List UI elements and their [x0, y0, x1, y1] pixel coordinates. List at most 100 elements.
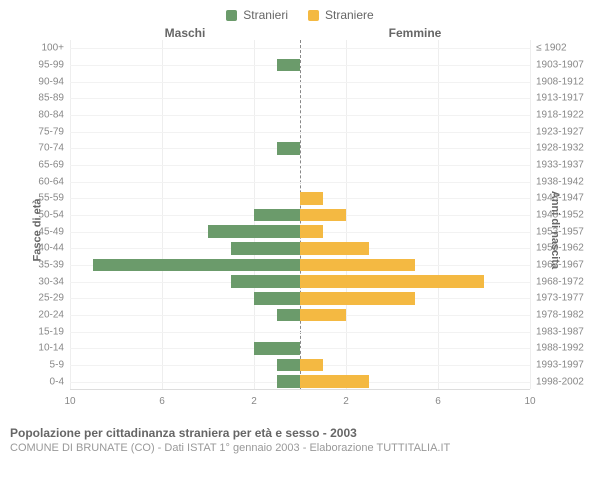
x-tick: 6 — [435, 396, 441, 407]
legend-item-female: Straniere — [308, 8, 374, 22]
birth-year-label: 1943-1947 — [530, 193, 584, 204]
x-tick: 2 — [343, 396, 349, 407]
bar-female — [300, 242, 369, 255]
age-label: 15-19 — [38, 326, 70, 337]
age-row: 0-41998-2002 — [70, 373, 530, 390]
row-gridline — [70, 132, 530, 133]
legend-swatch-female — [308, 10, 319, 21]
age-row: 70-741928-1932 — [70, 140, 530, 157]
age-row: 80-841918-1922 — [70, 107, 530, 124]
x-tick: 2 — [251, 396, 257, 407]
row-gridline — [70, 82, 530, 83]
age-label: 40-44 — [38, 243, 70, 254]
age-label: 55-59 — [38, 193, 70, 204]
age-label: 30-34 — [38, 276, 70, 287]
bar-female — [300, 259, 415, 272]
age-label: 10-14 — [38, 343, 70, 354]
header-male: Maschi — [70, 26, 300, 40]
age-row: 25-291973-1977 — [70, 290, 530, 307]
bar-male — [277, 142, 300, 155]
age-label: 70-74 — [38, 143, 70, 154]
age-label: 100+ — [41, 43, 70, 54]
age-row: 35-391963-1967 — [70, 257, 530, 274]
age-label: 45-49 — [38, 226, 70, 237]
x-tick: 10 — [524, 396, 535, 407]
row-gridline — [70, 165, 530, 166]
birth-year-label: 1903-1907 — [530, 59, 584, 70]
birth-year-label: 1938-1942 — [530, 176, 584, 187]
bar-male — [208, 225, 300, 238]
age-row: 40-441958-1962 — [70, 240, 530, 257]
plot: 10106622100+≤ 190295-991903-190790-94190… — [70, 40, 530, 390]
birth-year-label: 1993-1997 — [530, 359, 584, 370]
bar-male — [277, 375, 300, 388]
birth-year-label: 1988-1992 — [530, 343, 584, 354]
chart-area: Fasce di età Anni di nascita 10106622100… — [0, 40, 600, 420]
column-headers: Maschi Femmine — [0, 26, 600, 40]
age-label: 85-89 — [38, 93, 70, 104]
row-gridline — [70, 148, 530, 149]
row-gridline — [70, 348, 530, 349]
bar-male — [231, 275, 300, 288]
bar-female — [300, 275, 484, 288]
birth-year-label: 1973-1977 — [530, 293, 584, 304]
bar-female — [300, 309, 346, 322]
age-label: 65-69 — [38, 159, 70, 170]
bar-female — [300, 375, 369, 388]
legend-swatch-male — [226, 10, 237, 21]
legend-item-male: Stranieri — [226, 8, 288, 22]
age-row: 30-341968-1972 — [70, 273, 530, 290]
age-label: 20-24 — [38, 309, 70, 320]
age-label: 35-39 — [38, 259, 70, 270]
bar-female — [300, 359, 323, 372]
birth-year-label: 1953-1957 — [530, 226, 584, 237]
legend-label-male: Stranieri — [243, 8, 288, 22]
bar-male — [277, 59, 300, 72]
age-row: 20-241978-1982 — [70, 307, 530, 324]
birth-year-label: 1923-1927 — [530, 126, 584, 137]
header-female: Femmine — [300, 26, 530, 40]
row-gridline — [70, 65, 530, 66]
birth-year-label: 1968-1972 — [530, 276, 584, 287]
birth-year-label: 1908-1912 — [530, 76, 584, 87]
age-label: 80-84 — [38, 109, 70, 120]
age-row: 45-491953-1957 — [70, 223, 530, 240]
row-gridline — [70, 182, 530, 183]
age-row: 100+≤ 1902 — [70, 40, 530, 57]
bar-female — [300, 192, 323, 205]
age-label: 5-9 — [50, 359, 70, 370]
bar-female — [300, 209, 346, 222]
age-row: 55-591943-1947 — [70, 190, 530, 207]
age-label: 90-94 — [38, 76, 70, 87]
birth-year-label: 1983-1987 — [530, 326, 584, 337]
birth-year-label: 1958-1962 — [530, 243, 584, 254]
age-row: 85-891913-1917 — [70, 90, 530, 107]
row-gridline — [70, 332, 530, 333]
bar-female — [300, 292, 415, 305]
birth-year-label: ≤ 1902 — [530, 43, 567, 54]
birth-year-label: 1978-1982 — [530, 309, 584, 320]
age-row: 10-141988-1992 — [70, 340, 530, 357]
legend: Stranieri Straniere — [0, 0, 600, 26]
age-label: 75-79 — [38, 126, 70, 137]
x-tick: 10 — [64, 396, 75, 407]
birth-year-label: 1933-1937 — [530, 159, 584, 170]
row-gridline — [70, 115, 530, 116]
age-label: 0-4 — [50, 376, 70, 387]
bar-female — [300, 225, 323, 238]
bar-male — [277, 309, 300, 322]
age-row: 50-541948-1952 — [70, 207, 530, 224]
age-row: 65-691933-1937 — [70, 157, 530, 174]
birth-year-label: 1913-1917 — [530, 93, 584, 104]
birth-year-label: 1963-1967 — [530, 259, 584, 270]
row-gridline — [70, 48, 530, 49]
age-row: 95-991903-1907 — [70, 57, 530, 74]
bar-male — [277, 359, 300, 372]
bar-male — [254, 292, 300, 305]
age-label: 95-99 — [38, 59, 70, 70]
bar-male — [254, 209, 300, 222]
chart-subtitle: COMUNE DI BRUNATE (CO) - Dati ISTAT 1° g… — [0, 442, 600, 454]
legend-label-female: Straniere — [325, 8, 374, 22]
age-label: 60-64 — [38, 176, 70, 187]
x-tick: 6 — [159, 396, 165, 407]
